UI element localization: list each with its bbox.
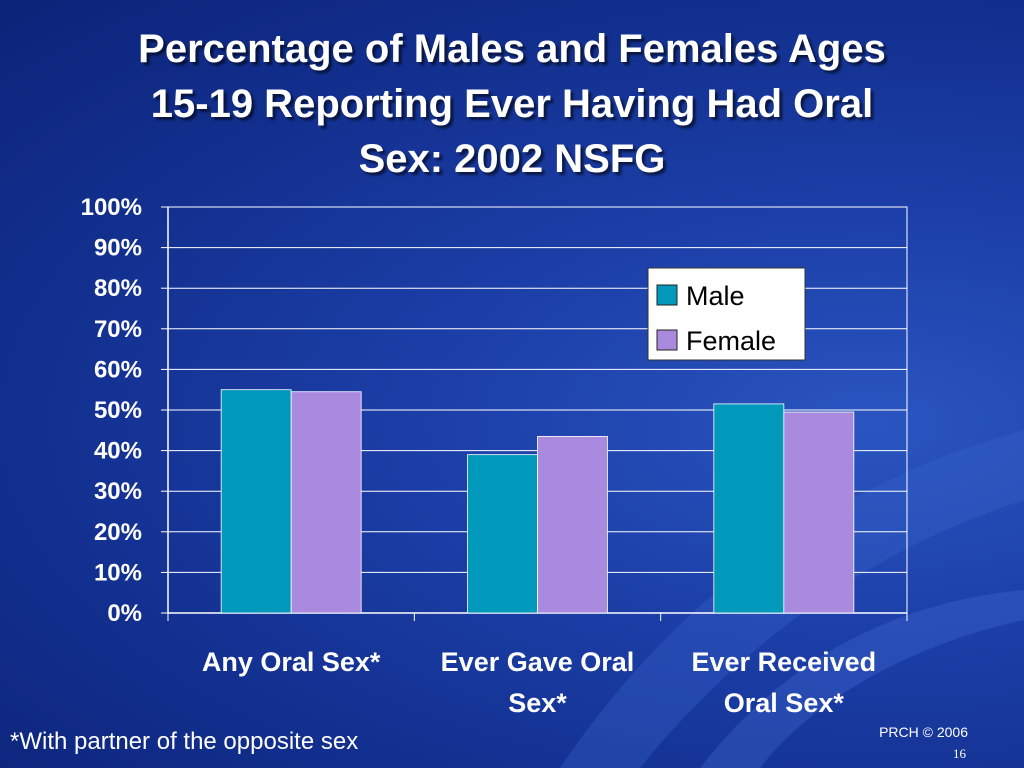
category-label: Sex* [508,688,567,718]
legend-swatch-female [656,329,678,351]
category-label: Ever Gave Oral [441,647,635,677]
legend: Male Female [647,267,806,361]
title-line: 15-19 Reporting Ever Having Had Oral [150,82,874,126]
y-tick-label: 0% [107,600,142,627]
slide-number: 16 [953,746,966,761]
legend-label-male: Male [686,281,745,311]
legend-label-female: Female [686,326,776,356]
bar-male [467,454,538,614]
y-tick-label: 30% [94,478,142,505]
y-tick-label: 60% [94,356,142,383]
y-tick-label: 80% [94,275,142,302]
slide-title: Percentage of Males and Females Ages 15-… [40,22,984,187]
bar-male [713,403,785,614]
y-tick-label: 100% [81,194,142,221]
y-tick-label: 90% [94,235,142,262]
bar-female [537,435,608,614]
bar-female [290,391,362,614]
y-tick-label: 10% [94,559,142,586]
category-label: Oral Sex* [724,688,845,718]
y-tick-label: 50% [94,397,142,424]
y-tick-label: 40% [94,438,142,465]
title-line: Sex: 2002 NSFG [358,137,666,181]
copyright: PRCH © 2006 [879,724,968,740]
title-line: Percentage of Males and Females Ages [138,27,886,71]
legend-swatch-male [656,284,678,306]
bar-male [220,389,292,614]
y-tick-label: 70% [94,316,142,343]
y-tick-label: 20% [94,519,142,546]
bar-female [783,411,855,614]
category-label: Ever Received [692,647,877,677]
category-label: Any Oral Sex* [202,647,381,677]
footnote: *With partner of the opposite sex [10,728,359,755]
